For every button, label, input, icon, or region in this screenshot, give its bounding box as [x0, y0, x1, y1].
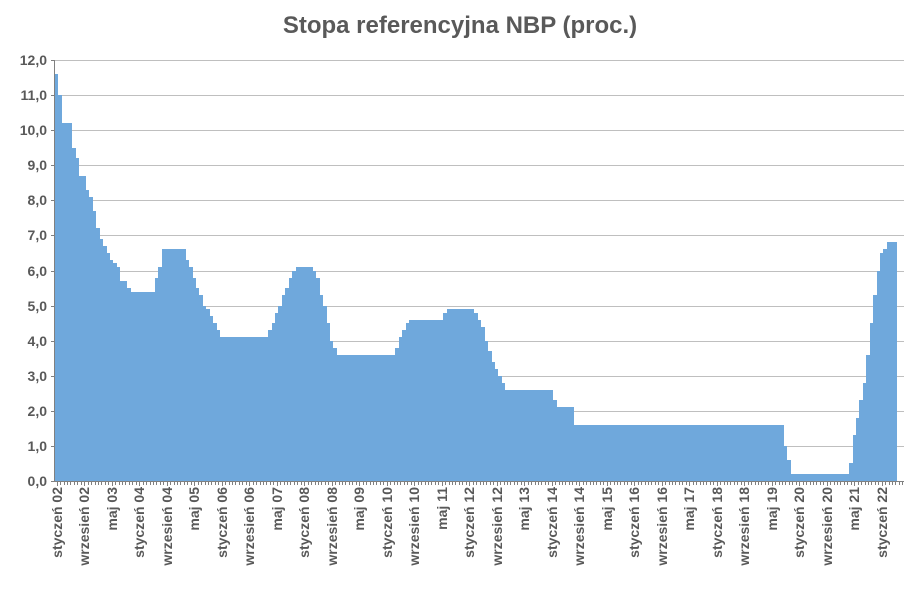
x-axis-label: styczeń 14: [544, 487, 560, 558]
chart-title: Stopa referencyjna NBP (proc.): [0, 0, 920, 40]
x-axis-label: styczeń 10: [379, 487, 395, 558]
x-axis-label: wrzesień 12: [489, 487, 505, 566]
y-axis-label: 4,0: [28, 333, 55, 349]
x-axis-label: styczeń 06: [214, 487, 230, 558]
x-axis-label: styczeń 04: [131, 487, 147, 558]
y-axis-label: 1,0: [28, 438, 55, 454]
y-axis-label: 12,0: [20, 52, 55, 68]
y-axis-label: 8,0: [28, 192, 55, 208]
x-tick-mark: [902, 481, 903, 485]
x-axis-label: maj 15: [599, 487, 615, 531]
y-axis-label: 9,0: [28, 157, 55, 173]
y-axis-label: 7,0: [28, 227, 55, 243]
x-axis-label: maj 13: [516, 487, 532, 531]
x-axis-label: wrzesień 10: [406, 487, 422, 566]
x-axis-label: wrzesień 06: [241, 487, 257, 566]
x-axis-label: wrzesień 08: [324, 487, 340, 566]
y-axis-label: 3,0: [28, 368, 55, 384]
y-axis-label: 11,0: [21, 87, 55, 103]
y-axis-label: 10,0: [20, 122, 55, 138]
x-axis-label: styczeń 02: [49, 487, 65, 558]
x-axis-label: maj 21: [846, 487, 862, 531]
x-axis-label: maj 05: [186, 487, 202, 531]
x-axis-label: wrzesień 14: [571, 487, 587, 566]
y-axis-label: 5,0: [28, 298, 55, 314]
x-axis-label: wrzesień 18: [736, 487, 752, 566]
x-axis-label: styczeń 16: [626, 487, 642, 558]
y-axis-label: 2,0: [28, 403, 55, 419]
x-axis-label: wrzesień 04: [159, 487, 175, 566]
x-tick-slot: [901, 481, 904, 487]
x-axis-label: maj 11: [434, 487, 450, 530]
x-axis-label: maj 17: [681, 487, 697, 531]
x-axis-label: styczeń 08: [296, 487, 312, 558]
y-axis-label: 0,0: [28, 473, 55, 489]
x-axis-label: maj 03: [104, 487, 120, 531]
x-axis-label: styczeń 22: [874, 487, 890, 558]
x-axis-label: wrzesień 02: [76, 487, 92, 566]
bar-series: [55, 60, 904, 481]
x-axis-label: wrzesień 16: [654, 487, 670, 566]
x-axis-label: wrzesień 20: [819, 487, 835, 566]
plot-area: styczeń 02wrzesień 02maj 03styczeń 04wrz…: [54, 60, 904, 482]
x-axis-label: maj 07: [269, 487, 285, 531]
bar: [894, 242, 897, 481]
x-axis-label: maj 09: [351, 487, 367, 531]
x-axis-label: styczeń 12: [461, 487, 477, 558]
chart-container: Stopa referencyjna NBP (proc.) styczeń 0…: [0, 0, 920, 613]
x-axis-label: maj 19: [764, 487, 780, 531]
y-axis-label: 6,0: [28, 263, 55, 279]
x-axis-label: styczeń 18: [709, 487, 725, 558]
x-axis-label: styczeń 20: [791, 487, 807, 558]
